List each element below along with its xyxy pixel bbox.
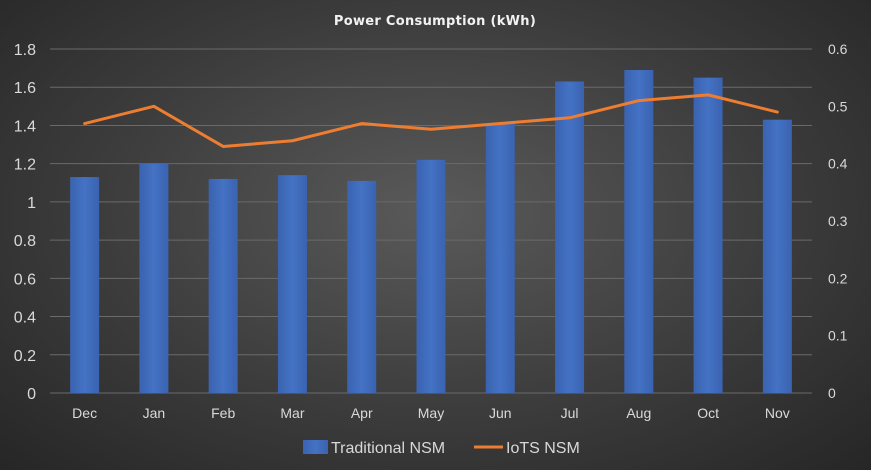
y2-tick-label: 0.3 (828, 213, 848, 229)
legend-swatch-traditional-nsm (303, 440, 328, 454)
bar-dec (70, 177, 100, 393)
y-tick-label: 1.8 (14, 42, 36, 59)
y-tick-label: 0.6 (14, 271, 36, 288)
y2-tick-label: 0.2 (828, 270, 848, 286)
y-tick-label: 1 (27, 195, 36, 212)
x-tick-label: Aug (626, 405, 651, 421)
bar-apr (347, 180, 377, 393)
y2-tick-label: 0.6 (828, 41, 848, 57)
x-tick-label: Mar (280, 405, 304, 421)
bar-jun (485, 123, 515, 394)
y-tick-label: 1.2 (14, 157, 36, 174)
y-tick-label: 0.8 (14, 233, 36, 250)
y-tick-label: 0.4 (14, 310, 36, 327)
x-tick-label: Apr (351, 405, 373, 421)
x-tick-label: Nov (765, 405, 790, 421)
bar-jan (139, 163, 169, 393)
x-tick-label: Jun (489, 405, 512, 421)
x-tick-label: Jan (143, 405, 166, 421)
bar-mar (277, 175, 307, 393)
bar-jul (555, 81, 585, 393)
iots-nsm-line (83, 93, 779, 148)
bar-feb (208, 178, 238, 393)
legend-label-traditional-nsm: Traditional NSM (331, 440, 445, 457)
y-tick-label: 1.6 (14, 80, 36, 97)
bar-nov (762, 119, 792, 393)
y-tick-label: 0 (27, 386, 36, 403)
x-tick-label: Feb (211, 405, 235, 421)
y-tick-label: 0.2 (14, 348, 36, 365)
bar-aug (624, 70, 654, 394)
x-tick-label: Oct (697, 405, 719, 421)
y-tick-label: 1.4 (14, 118, 36, 135)
x-tick-label: Dec (72, 405, 97, 421)
y2-tick-label: 0 (828, 385, 836, 401)
bar-may (416, 159, 446, 393)
y2-tick-label: 0.5 (828, 98, 848, 114)
chart-title: Power Consumption (kWh) (334, 14, 536, 29)
y2-tick-label: 0.4 (828, 156, 848, 172)
y2-tick-label: 0.1 (828, 328, 848, 344)
bar-oct (693, 77, 723, 394)
legend-label-iots-nsm: IoTS NSM (506, 440, 580, 457)
x-tick-label: Jul (561, 405, 579, 421)
x-tick-label: May (418, 405, 444, 421)
